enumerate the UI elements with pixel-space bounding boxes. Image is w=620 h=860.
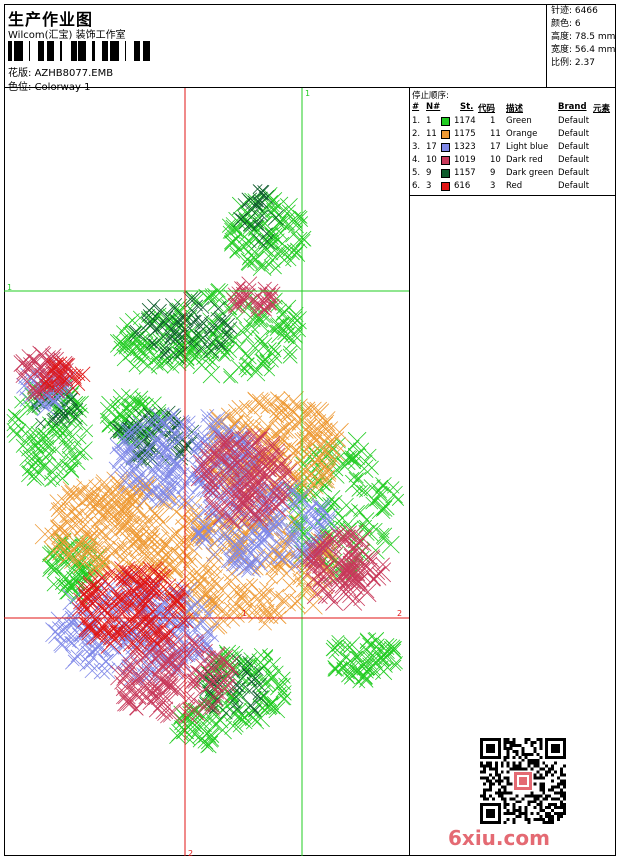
legend-num: 3. <box>412 142 421 152</box>
legend-header-code: 代码 <box>478 104 496 114</box>
legend-num: 2. <box>412 129 421 139</box>
colorway-line: 色位: Colorway 1 <box>8 78 90 93</box>
legend-num: 6. <box>412 181 421 191</box>
stat-stitches: 针迹: 6466 <box>551 6 598 16</box>
legend-num: 5. <box>412 168 421 178</box>
color-stop-legend: 停止顺序: # N# St. 代码 描述 Brand 元素 1. 1 1174 1 Gr… <box>410 88 616 196</box>
page-title: 生产作业图 <box>8 10 94 29</box>
legend-brand: Default <box>558 116 590 126</box>
colorway-value: Colorway 1 <box>34 82 91 93</box>
header: 生产作业图 Wilcom(汇宝) 装饰工作室 花版: AZHB8077.EMB … <box>4 4 616 93</box>
legend-num: 1. <box>412 116 421 126</box>
legend-description: Dark green <box>506 168 554 178</box>
legend-row: 4. 10 1019 10 Dark red Default <box>410 155 616 168</box>
legend-stitches: 1157 <box>454 168 476 178</box>
legend-description: Green <box>506 116 532 126</box>
legend-needle: 10 <box>426 155 437 165</box>
legend-row: 2. 11 1175 11 Orange Default <box>410 129 616 142</box>
design-line: 花版: AZHB8077.EMB <box>8 64 113 79</box>
legend-description: Orange <box>506 129 538 139</box>
legend-brand: Default <box>558 155 590 165</box>
legend-description: Light blue <box>506 142 549 152</box>
legend-row: 6. 3 616 3 Red Default <box>410 181 616 194</box>
legend-needle: 3 <box>426 181 432 191</box>
colorway-label: 色位: <box>8 82 32 93</box>
stitch-pattern: 1 1 2 2 1 <box>4 88 409 856</box>
legend-brand: Default <box>558 129 590 139</box>
color-swatch <box>441 156 450 165</box>
legend-description: Red <box>506 181 523 191</box>
legend-header-st: St. <box>460 102 474 112</box>
legend-stitches: 1174 <box>454 116 476 126</box>
stat-scale: 比例: 2.37 <box>551 58 595 68</box>
legend-brand: Default <box>558 142 590 152</box>
legend-row: 5. 9 1157 9 Dark green Default <box>410 168 616 181</box>
legend-header-elem: 元素 <box>593 104 611 114</box>
legend-stitches: 1323 <box>454 142 476 152</box>
legend-code: 11 <box>490 129 501 139</box>
legend-num: 4. <box>412 155 421 165</box>
legend-row: 1. 1 1174 1 Green Default <box>410 116 616 129</box>
legend-code: 3 <box>490 181 496 191</box>
guide-label-h2: 2 <box>397 609 402 618</box>
legend-needle: 11 <box>426 129 437 139</box>
barcode-image <box>8 41 150 61</box>
legend-brand: Default <box>558 168 590 178</box>
legend-code: 17 <box>490 142 501 152</box>
legend-code: 1 <box>490 116 496 126</box>
legend-stitches: 616 <box>454 181 471 191</box>
stat-colors: 颜色: 6 <box>551 19 581 29</box>
legend-description: Dark red <box>506 155 543 165</box>
color-swatch <box>441 182 450 191</box>
site-logo: 6xiu.com <box>448 826 550 850</box>
legend-brand: Default <box>558 181 590 191</box>
guide-label-h1: 1 <box>7 283 12 292</box>
legend-needle: 17 <box>426 142 437 152</box>
company-name: Wilcom(汇宝) 装饰工作室 <box>8 30 126 41</box>
stats-panel: 针迹: 6466 颜色: 6 高度: 78.5 mm 宽度: 56.4 mm 比… <box>546 4 616 88</box>
stat-height: 高度: 78.5 mm <box>551 32 616 42</box>
qr-code-image <box>480 738 566 824</box>
color-swatch <box>441 169 450 178</box>
design-preview: 1 1 2 2 1 <box>4 88 410 856</box>
sheet-frame <box>4 4 616 856</box>
color-swatch <box>441 130 450 139</box>
legend-header-no: N# <box>426 102 441 112</box>
legend-needle: 9 <box>426 168 432 178</box>
legend-code: 9 <box>490 168 496 178</box>
color-swatch <box>441 117 450 126</box>
legend-stitches: 1019 <box>454 155 476 165</box>
guide-label-v2: 2 <box>188 849 193 856</box>
legend-row: 3. 17 1323 17 Light blue Default <box>410 142 616 155</box>
stat-width: 宽度: 56.4 mm <box>551 45 616 55</box>
design-label: 花版: <box>8 68 32 79</box>
legend-title: 停止顺序: <box>412 91 449 101</box>
legend-stitches: 1175 <box>454 129 476 139</box>
legend-code: 10 <box>490 155 501 165</box>
design-file: AZHB8077.EMB <box>34 68 114 79</box>
guide-label-v1: 1 <box>305 89 310 98</box>
legend-header-brand: Brand <box>558 102 587 112</box>
legend-needle: 1 <box>426 116 432 126</box>
legend-header-desc: 描述 <box>506 104 524 114</box>
guide-label-center: 1 <box>242 609 247 618</box>
color-swatch <box>441 143 450 152</box>
legend-header-hash: # <box>412 102 420 112</box>
